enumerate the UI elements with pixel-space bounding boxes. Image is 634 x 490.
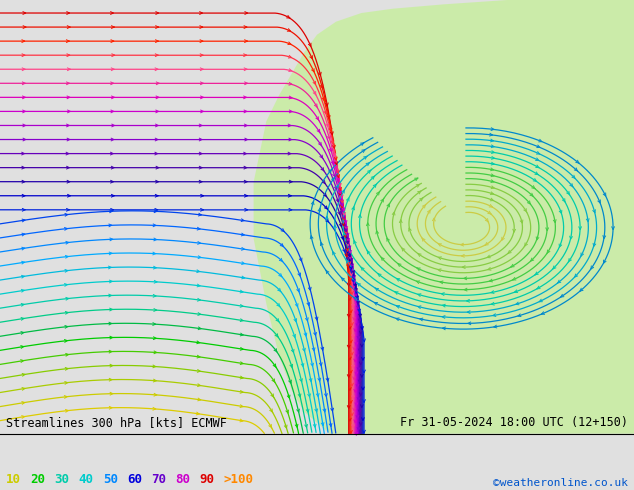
Text: 20: 20 [30,473,46,486]
Text: 80: 80 [175,473,190,486]
Text: Fr 31-05-2024 18:00 UTC (12+150): Fr 31-05-2024 18:00 UTC (12+150) [399,416,628,429]
Text: 70: 70 [151,473,166,486]
Text: 90: 90 [199,473,214,486]
Text: 40: 40 [79,473,94,486]
Text: 60: 60 [127,473,142,486]
Text: ©weatheronline.co.uk: ©weatheronline.co.uk [493,478,628,488]
Text: 30: 30 [55,473,70,486]
Polygon shape [254,0,634,434]
Text: >100: >100 [223,473,253,486]
Text: 10: 10 [6,473,22,486]
Text: Streamlines 300 hPa [kts] ECMWF: Streamlines 300 hPa [kts] ECMWF [6,416,227,429]
Text: 50: 50 [103,473,118,486]
